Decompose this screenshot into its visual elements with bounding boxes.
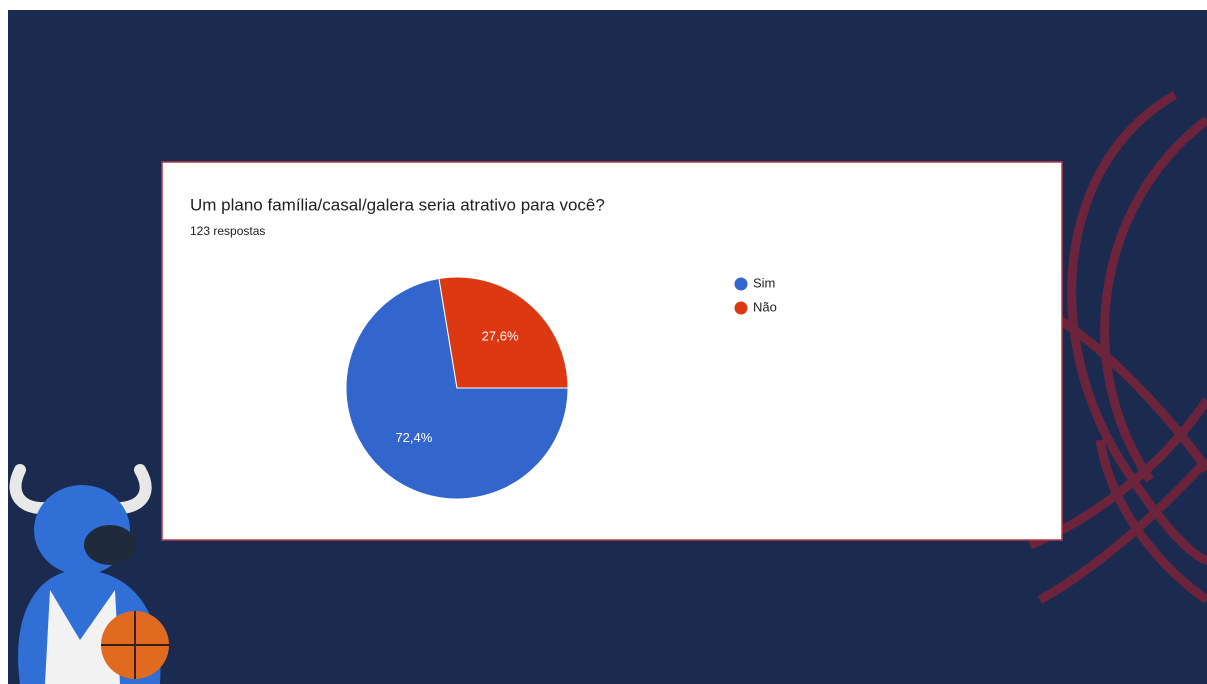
legend: Sim Não (734, 275, 777, 315)
legend-swatch (734, 301, 748, 315)
legend-label: Sim (753, 275, 775, 290)
data-label: 72,4% (395, 430, 432, 445)
mascot (9, 464, 169, 684)
chart-title: Um plano família/casal/galera seria atra… (190, 195, 605, 214)
pie: 72,4% 27,6% (345, 276, 569, 500)
chart-card (161, 161, 1063, 541)
pie-slice (438, 276, 569, 389)
legend-label: Não (753, 299, 777, 314)
pie-slice (345, 277, 569, 500)
legend-swatch (734, 277, 748, 291)
data-label: 27,6% (482, 329, 519, 344)
chart-subtitle: 123 respostas (190, 224, 265, 238)
